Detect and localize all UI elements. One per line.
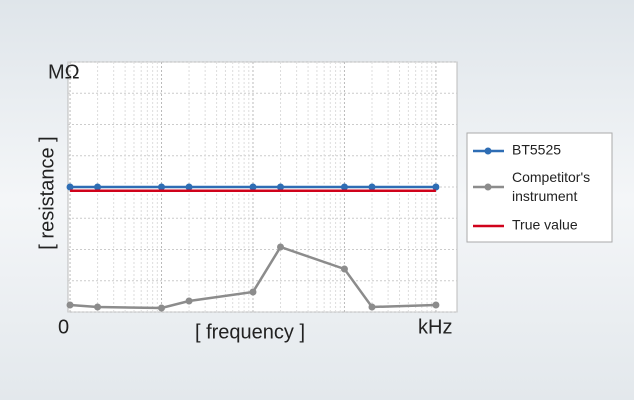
marker	[185, 183, 193, 191]
marker	[249, 183, 257, 191]
x-unit: kHz	[418, 316, 452, 338]
marker	[340, 265, 348, 273]
marker	[158, 183, 166, 191]
marker	[277, 183, 285, 191]
origin-label: 0	[58, 316, 69, 338]
marker	[432, 183, 440, 191]
marker	[94, 303, 102, 311]
marker	[185, 297, 193, 305]
y-unit: MΩ	[48, 61, 80, 83]
marker	[158, 304, 166, 312]
marker	[94, 183, 102, 191]
marker	[66, 183, 74, 191]
legend-marker	[484, 183, 492, 191]
marker	[277, 243, 285, 251]
marker	[432, 301, 440, 309]
marker	[368, 303, 376, 311]
marker	[249, 288, 257, 296]
legend-label: BT5525	[512, 142, 561, 158]
legend-marker	[484, 147, 492, 155]
y-axis-label: [ resistance ]	[36, 136, 58, 249]
marker	[66, 301, 74, 309]
legend-label: Competitor's instrument	[512, 169, 590, 204]
x-axis-label: [ frequency ]	[195, 321, 305, 343]
marker	[368, 183, 376, 191]
legend-label: True value	[512, 217, 578, 233]
marker	[340, 183, 348, 191]
